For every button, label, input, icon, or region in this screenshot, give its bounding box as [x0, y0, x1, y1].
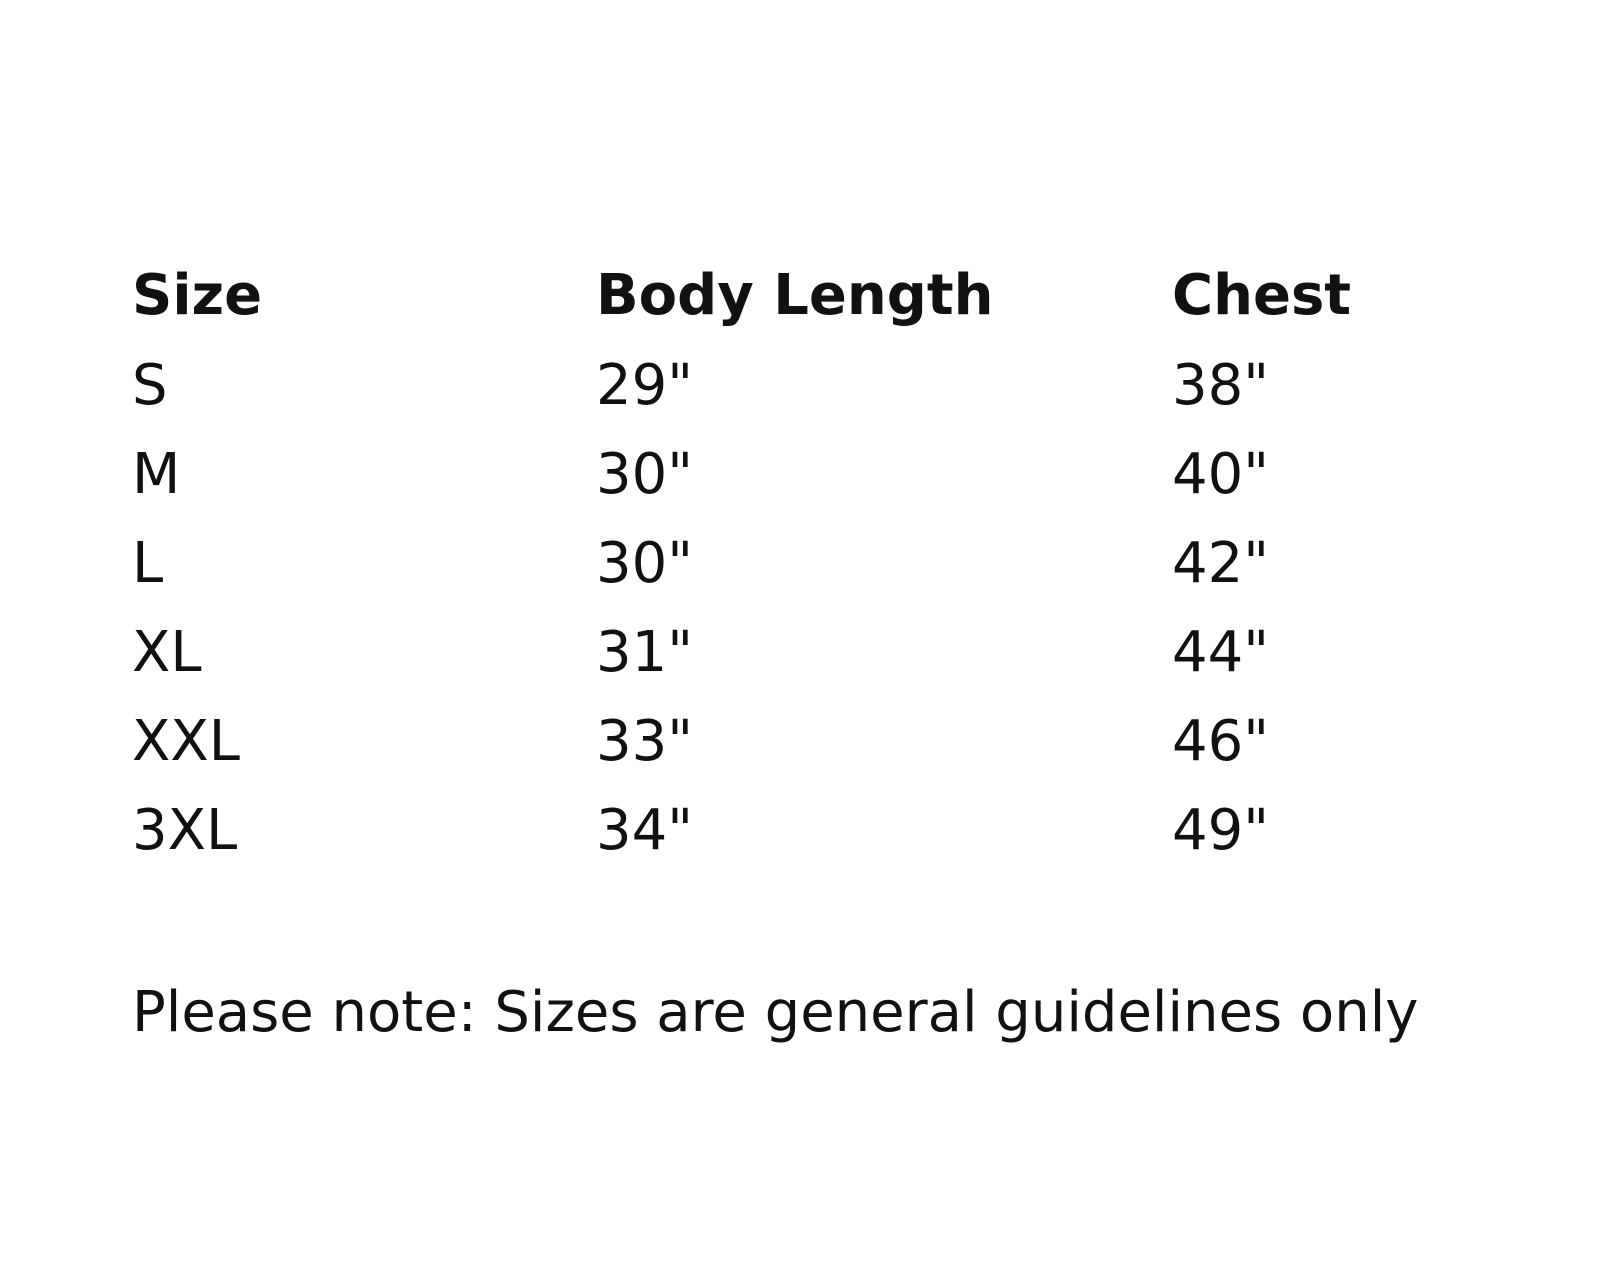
- table-cell: S: [132, 353, 168, 418]
- table-cell: L: [132, 531, 164, 596]
- header-cell: Chest: [1172, 263, 1352, 328]
- table-cell: 3XL: [132, 798, 238, 863]
- table-cell: 49": [1172, 798, 1270, 863]
- table-cell: 34": [596, 798, 694, 863]
- table-cell: 42": [1172, 531, 1270, 596]
- table-cell: 40": [1172, 442, 1270, 507]
- table-cell: 31": [596, 620, 694, 685]
- table-cell: 33": [596, 709, 694, 774]
- table-cell: 29": [596, 353, 694, 418]
- table-cell: 46": [1172, 709, 1270, 774]
- table-cell: 44": [1172, 620, 1270, 685]
- table-cell: XXL: [132, 709, 240, 774]
- table-cell: XL: [132, 620, 202, 685]
- table-cell: 30": [596, 442, 694, 507]
- note: Please note: Sizes are general guideline…: [132, 980, 1419, 1045]
- table-cell: 38": [1172, 353, 1270, 418]
- table-cell: M: [132, 442, 181, 507]
- table-cell: 30": [596, 531, 694, 596]
- header-cell: Body Length: [596, 263, 994, 328]
- header-cell: Size: [132, 263, 263, 328]
